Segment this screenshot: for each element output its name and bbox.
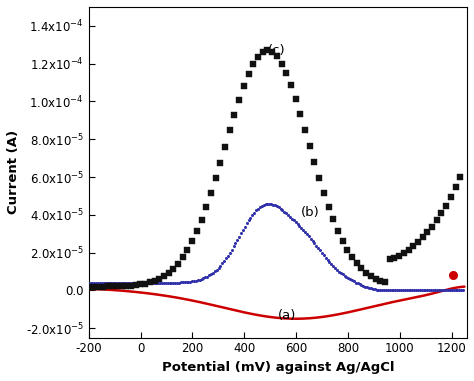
Text: (a): (a) — [278, 309, 296, 322]
X-axis label: Potential (mV) against Ag/AgCl: Potential (mV) against Ag/AgCl — [162, 361, 394, 374]
Text: (c): (c) — [267, 44, 285, 57]
Text: (b): (b) — [301, 207, 320, 219]
Y-axis label: Current (A): Current (A) — [7, 130, 20, 215]
